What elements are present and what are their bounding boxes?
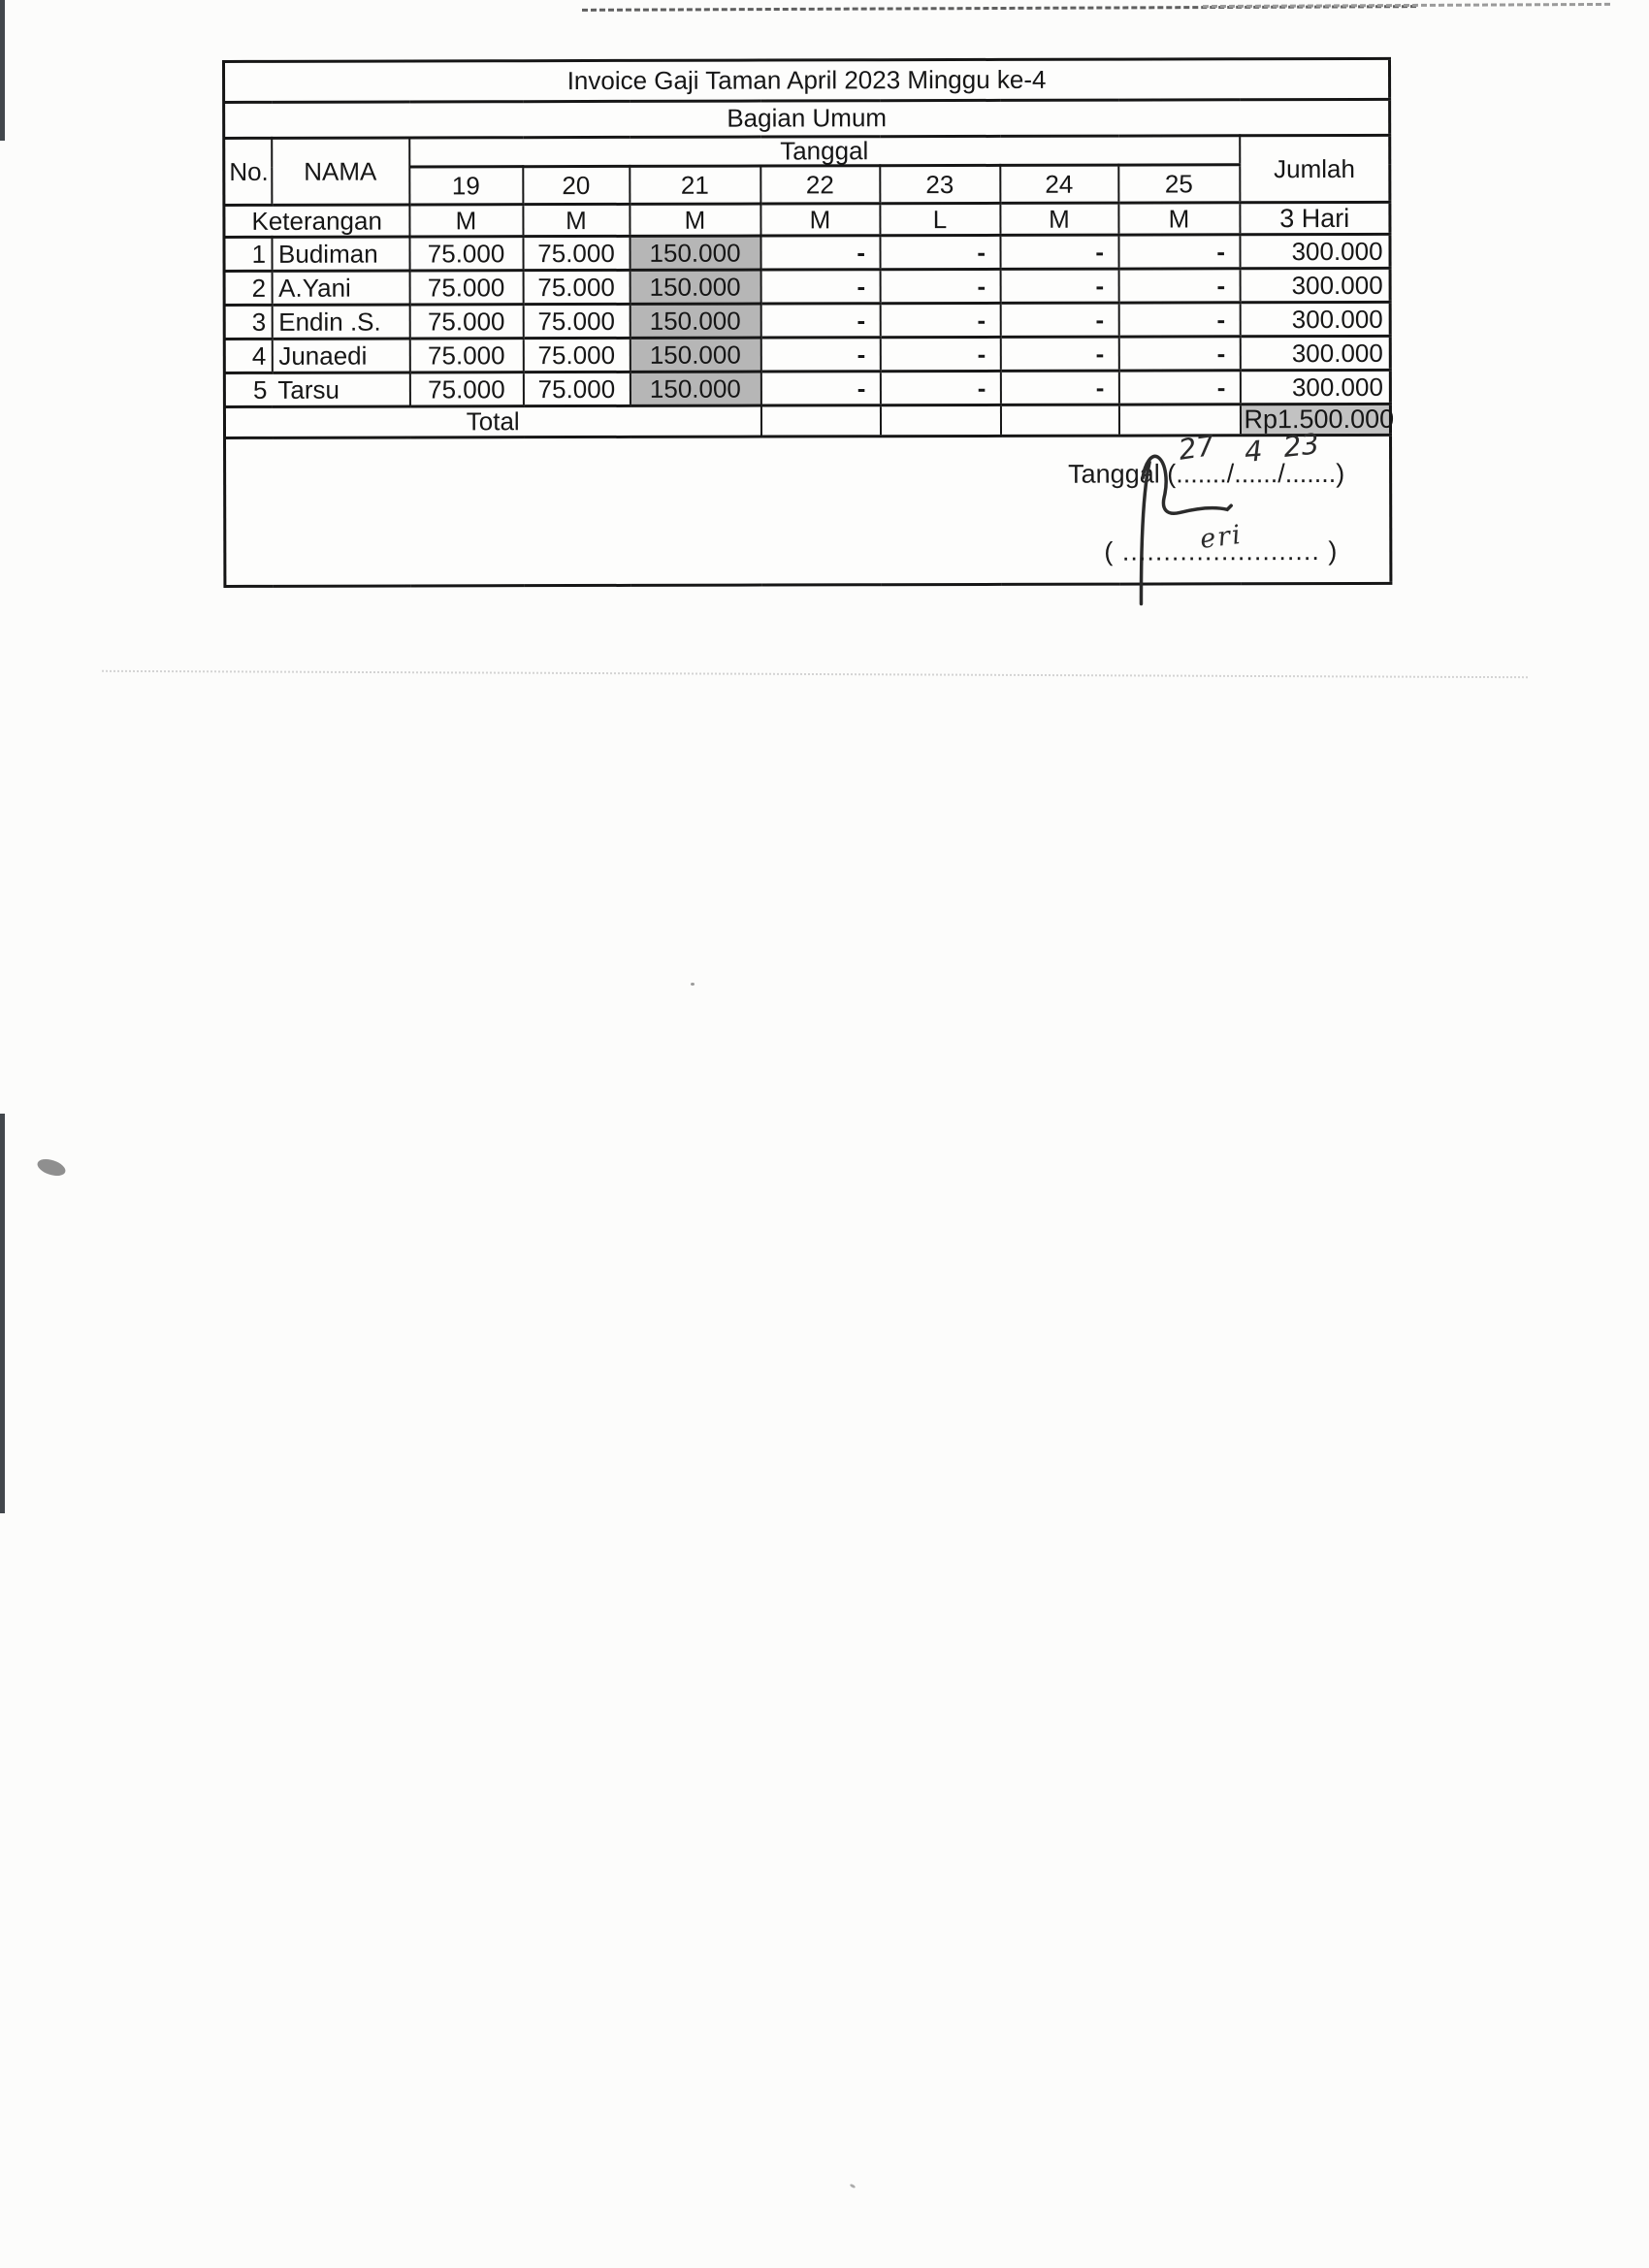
- signature-box: Tanggal (......./....../.......) 27 4 23…: [224, 427, 1391, 605]
- scan-speck: [691, 983, 695, 986]
- wage-cell-empty: -: [880, 337, 1001, 373]
- wage-cell: 75.000: [409, 304, 524, 340]
- scan-speckle-line: [102, 669, 1528, 679]
- row-number: 5: [224, 373, 273, 407]
- wage-cell: 75.000: [522, 236, 630, 271]
- total-empty-cell: [1000, 405, 1119, 437]
- day-code: M: [408, 204, 523, 238]
- wage-cell-empty: -: [760, 372, 881, 406]
- wage-cell-highlighted: 150.000: [630, 372, 761, 406]
- day-code: M: [629, 204, 760, 237]
- col-header-jumlah: Jumlah: [1239, 135, 1390, 204]
- row-total: 300.000: [1240, 370, 1391, 405]
- date-header: 19: [408, 166, 523, 206]
- jumlah-days: 3 Hari: [1239, 202, 1390, 236]
- scan-ink-blob: [35, 1155, 68, 1180]
- day-code: L: [879, 203, 1000, 237]
- date-header: 25: [1117, 165, 1240, 204]
- col-header-tanggal: Tanggal: [408, 135, 1240, 168]
- wage-cell-empty: -: [1118, 269, 1241, 304]
- wage-cell-empty: -: [880, 371, 1001, 406]
- wage-cell-highlighted: 150.000: [630, 304, 761, 339]
- table-row: 1 Budiman 75.000 75.000 150.000 - - - - …: [223, 234, 1391, 272]
- row-number: 1: [223, 237, 273, 272]
- date-header: 24: [999, 165, 1118, 204]
- keterangan-label: Keterangan: [223, 205, 409, 238]
- wage-cell: 75.000: [409, 372, 524, 407]
- day-code: M: [1117, 203, 1240, 236]
- wage-cell: 75.000: [408, 236, 524, 272]
- date-header: 22: [760, 166, 880, 205]
- wage-cell-empty: -: [999, 235, 1119, 270]
- row-number: 3: [224, 305, 273, 340]
- wage-cell: 75.000: [409, 270, 524, 306]
- day-code: M: [522, 204, 630, 237]
- wage-cell-highlighted: 150.000: [630, 338, 761, 373]
- employee-name: Tarsu: [272, 373, 410, 407]
- table-row: 2 A.Yani 75.000 75.000 150.000 - - - - 3…: [224, 268, 1391, 306]
- wage-cell-empty: -: [760, 338, 881, 373]
- invoice-table: Invoice Gaji Taman April 2023 Minggu ke-…: [222, 56, 1394, 605]
- row-number: 2: [224, 271, 273, 306]
- wage-cell-empty: -: [879, 235, 1001, 271]
- employee-name: Junaedi: [272, 339, 410, 373]
- wage-cell: 75.000: [409, 338, 524, 373]
- table-row: 3 Endin .S. 75.000 75.000 150.000 - - - …: [224, 302, 1391, 340]
- wage-cell-empty: -: [760, 236, 881, 271]
- date-header: 20: [522, 166, 630, 205]
- wage-cell: 75.000: [523, 372, 630, 406]
- row-total: 300.000: [1239, 234, 1391, 270]
- date-header: 21: [629, 166, 760, 205]
- wage-cell-highlighted: 150.000: [630, 270, 761, 305]
- wage-cell-empty: -: [1117, 235, 1241, 270]
- invoice-subtitle: Bagian Umum: [223, 99, 1390, 139]
- wage-cell-empty: -: [1118, 337, 1241, 372]
- total-empty-cell: [760, 405, 881, 437]
- row-number: 4: [224, 339, 273, 373]
- row-total: 300.000: [1240, 302, 1391, 338]
- wage-cell-empty: -: [1000, 337, 1119, 372]
- wage-cell: 75.000: [523, 304, 630, 339]
- handwritten-initials: eri: [1198, 519, 1245, 555]
- wage-cell-empty: -: [1118, 371, 1241, 405]
- col-header-nama: NAMA: [271, 137, 409, 206]
- wage-cell: 75.000: [523, 338, 630, 373]
- col-header-no: No.: [223, 138, 272, 206]
- wage-cell-empty: -: [880, 303, 1001, 339]
- wage-cell-empty: -: [1000, 371, 1119, 405]
- wage-cell-empty: -: [1000, 269, 1119, 304]
- employee-name: A.Yani: [272, 271, 410, 306]
- employee-name: Budiman: [271, 237, 410, 272]
- signature-stroke: [1139, 454, 1233, 605]
- total-empty-cell: [880, 405, 1001, 437]
- scan-left-edge-artifact: [0, 0, 5, 141]
- invoice-title: Invoice Gaji Taman April 2023 Minggu ke-…: [223, 58, 1390, 103]
- day-code: M: [760, 204, 880, 237]
- wage-cell-empty: -: [1000, 303, 1119, 338]
- total-empty-cell: [1118, 405, 1241, 436]
- row-total: 300.000: [1240, 268, 1391, 304]
- scan-speck: [849, 2183, 857, 2189]
- table-row: 5 Tarsu 75.000 75.000 150.000 - - - - 30…: [224, 370, 1391, 407]
- day-code: M: [999, 203, 1118, 236]
- total-label: Total: [224, 405, 761, 438]
- scan-left-edge-artifact: [0, 1114, 5, 1513]
- wage-cell-empty: -: [1118, 303, 1241, 338]
- date-header: 23: [879, 165, 1000, 205]
- wage-cell-empty: -: [760, 304, 881, 339]
- employee-name: Endin .S.: [272, 305, 410, 340]
- row-total: 300.000: [1240, 336, 1391, 372]
- wage-cell: 75.000: [523, 270, 630, 305]
- wage-cell-highlighted: 150.000: [629, 236, 761, 271]
- wage-cell-empty: -: [880, 269, 1001, 305]
- wage-cell-empty: -: [760, 270, 881, 305]
- table-row: 4 Junaedi 75.000 75.000 150.000 - - - - …: [224, 336, 1391, 373]
